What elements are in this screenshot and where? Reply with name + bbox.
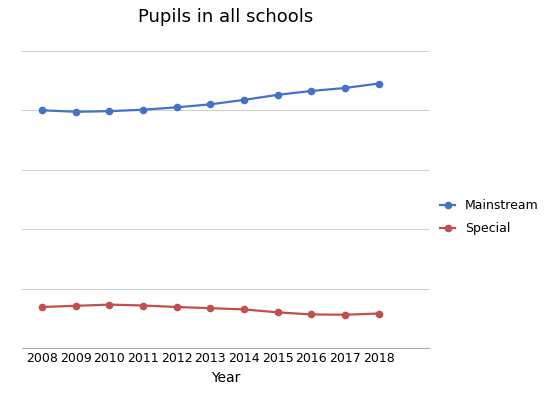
Title: Pupils in all schools: Pupils in all schools	[138, 8, 313, 26]
Legend: Mainstream, Special: Mainstream, Special	[435, 194, 544, 240]
X-axis label: Year: Year	[211, 371, 240, 385]
